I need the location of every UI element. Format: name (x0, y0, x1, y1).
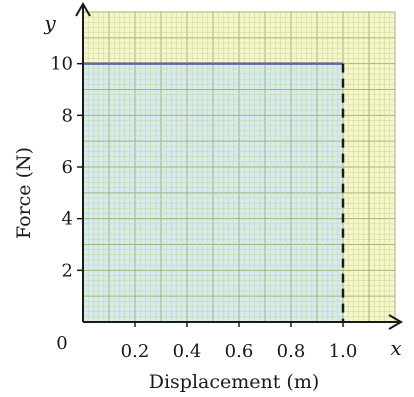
x-tick-label: 0.6 (225, 341, 254, 362)
y-tick-label: 4 (62, 209, 73, 230)
x-axis-letter: x (390, 336, 401, 360)
x-tick-label: 0.8 (277, 341, 306, 362)
x-tick-label: 1.0 (329, 341, 358, 362)
y-axis-letter: y (43, 11, 56, 35)
x-ticks: 0.2 0.4 0.6 0.8 1.0 (121, 322, 358, 362)
y-axis-title: Force (N) (13, 147, 35, 239)
x-tick-label: 0.4 (173, 341, 202, 362)
y-tick-label: 2 (62, 260, 73, 281)
x-axis-arrow (388, 314, 403, 330)
grid-lines (82, 11, 396, 323)
y-tick-label: 6 (62, 157, 73, 178)
y-ticks: 2 4 6 8 10 (50, 54, 83, 281)
x-axis-title: Displacement (m) (149, 371, 320, 393)
y-tick-label: 10 (50, 54, 73, 75)
origin-label: 0 (56, 333, 67, 354)
x-tick-label: 0.2 (121, 341, 150, 362)
y-tick-label: 8 (62, 105, 73, 126)
y-axis-arrow (75, 2, 91, 17)
